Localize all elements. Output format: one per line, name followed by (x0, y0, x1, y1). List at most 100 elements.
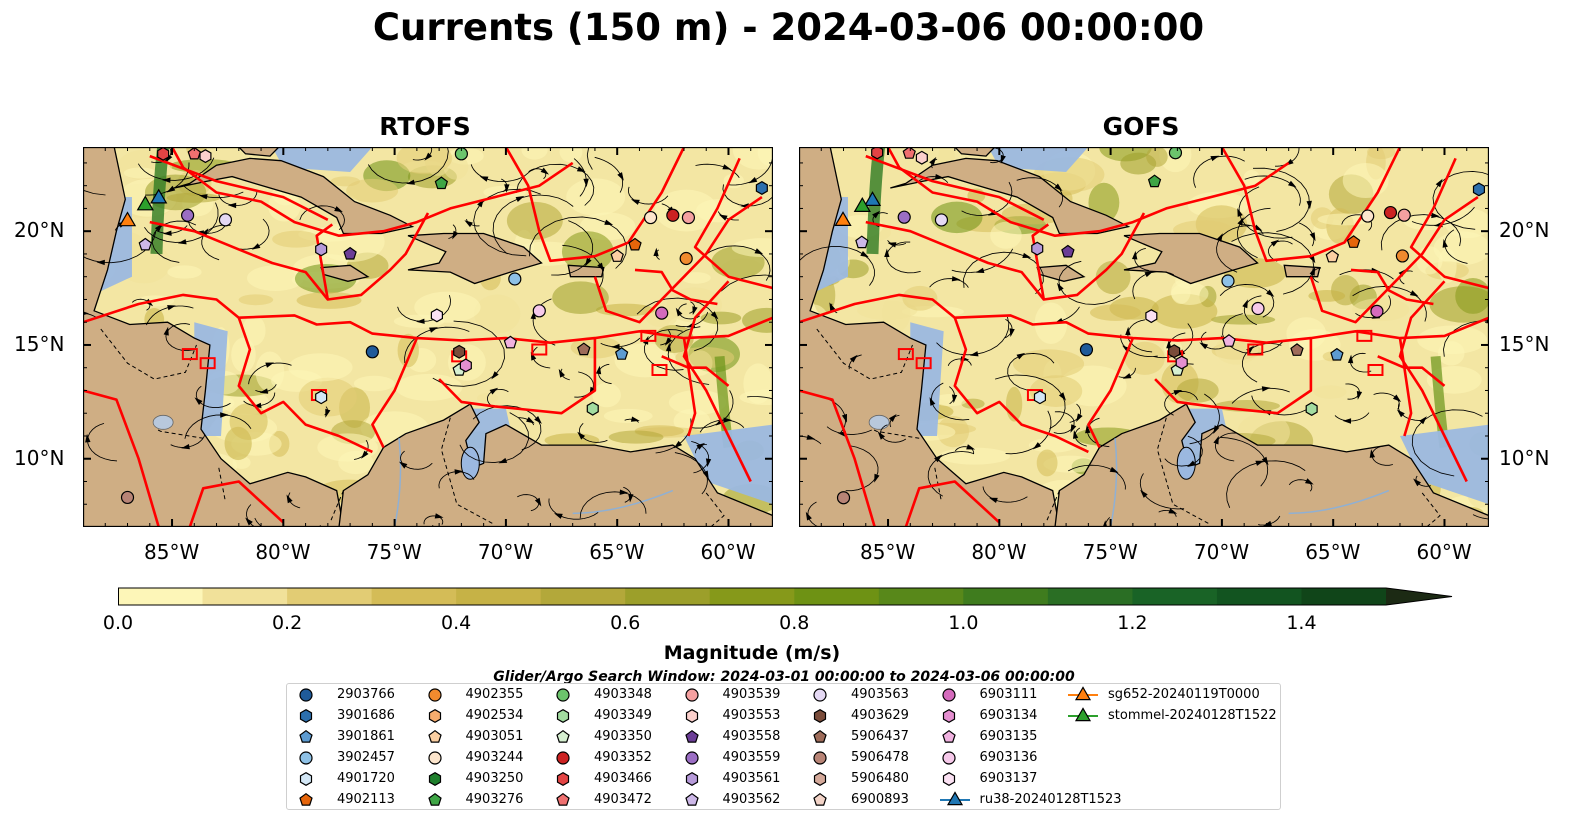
lat-tick-label: 20°N (1499, 218, 1550, 243)
legend-marker (556, 751, 570, 765)
legend-label: 5906478 (851, 750, 909, 765)
marker-4903561 (315, 242, 328, 257)
legend-marker (428, 709, 441, 723)
colorbar-segment (456, 588, 542, 605)
marker-6903135 (1222, 334, 1236, 347)
marker-4903553 (915, 150, 928, 165)
legend-label: 4903276 (465, 792, 524, 807)
marker-4902355 (679, 251, 693, 266)
marker-3901686 (1472, 182, 1486, 197)
marker-4903349 (586, 401, 599, 416)
map-gofs (799, 147, 1489, 527)
legend-label: 4903558 (722, 729, 781, 744)
colorbar-segment (963, 588, 1049, 605)
legend-marker (299, 792, 313, 806)
marker-4902113 (628, 237, 642, 251)
colorbar-segment (371, 588, 457, 605)
marker-4903559 (181, 208, 195, 222)
marker-6903111 (655, 306, 669, 320)
marker-2903766 (365, 345, 379, 359)
marker-4903563 (218, 213, 233, 227)
colorbar (118, 587, 1453, 606)
marker-3902457 (508, 272, 522, 286)
marker-4903276 (434, 176, 449, 190)
legend-marker (684, 751, 699, 765)
legend-label: 6903134 (979, 708, 1038, 723)
marker-6903111 (1370, 304, 1384, 318)
marker-6903136 (532, 304, 546, 318)
lon-tick-label: 85°W (860, 540, 916, 564)
marker-4902355 (1395, 249, 1410, 263)
legend-label: 4903553 (722, 708, 781, 723)
marker-6903137 (430, 308, 443, 323)
legend-marker (939, 791, 970, 806)
legend-label: stommel-20240128T1522 (1108, 708, 1277, 723)
figure-title: Currents (150 m) - 2024-03-06 00:00:00 (372, 6, 1205, 49)
legend-label: 2903766 (337, 687, 395, 702)
marker-4901720 (1033, 390, 1046, 405)
marker-4903472 (902, 147, 916, 159)
legend-label: 4903349 (594, 708, 652, 723)
panel-title-gofs: GOFS (1102, 112, 1180, 141)
colorbar-segment (625, 588, 711, 605)
legend-label: 4902534 (465, 708, 524, 723)
marker-stommel-20240128T1522 (136, 195, 154, 211)
marker-sg652-20240119T0000 (118, 211, 137, 227)
marker-4903558 (343, 246, 357, 260)
colorbar-segment (540, 588, 626, 605)
lon-tick-label: 75°W (366, 540, 422, 564)
marker-5906437 (1290, 343, 1304, 356)
legend-label: 6903137 (979, 771, 1038, 786)
legend-label: 4902355 (465, 687, 524, 702)
marker-6903134 (1175, 355, 1188, 370)
legend-marker (684, 729, 699, 743)
marker-6903136 (1251, 301, 1265, 316)
marker-ru38-20240128T1523 (863, 191, 882, 207)
legend-marker (299, 729, 313, 743)
lon-tick-label: 65°W (589, 540, 645, 564)
marker-3901861 (614, 347, 629, 360)
colorbar-tick-label: 0.2 (271, 612, 303, 634)
marker-6903137 (1145, 309, 1158, 324)
legend-label: 3901861 (337, 729, 395, 744)
marker-4903559 (897, 210, 911, 224)
legend-label: 4903051 (465, 729, 524, 744)
legend-marker (1068, 686, 1098, 701)
marker-4903629 (453, 344, 466, 359)
lat-tick-label: 15°N (14, 331, 65, 356)
marker-4903466 (157, 147, 170, 161)
colorbar-segment (1047, 588, 1133, 605)
marker-stommel-20240128T1522 (853, 196, 871, 213)
legend-label: 4901720 (337, 771, 395, 786)
marker-4903562 (138, 237, 153, 251)
colorbar-segment (202, 588, 288, 605)
marker-3902457 (1221, 274, 1235, 288)
legend-label: 4903244 (465, 750, 524, 765)
colorbar-segment (1132, 588, 1218, 605)
legend-label: 6903111 (979, 687, 1038, 702)
lon-tick-label: 60°W (1416, 540, 1472, 564)
legend-marker (299, 751, 313, 765)
legend-marker (427, 688, 442, 702)
marker-3901686 (755, 181, 768, 195)
marker-4903352 (1383, 205, 1398, 220)
lon-tick-label: 70°W (477, 540, 534, 564)
colorbar-segment (709, 588, 795, 605)
legend-label: 4903348 (594, 687, 652, 702)
marker-4903558 (1061, 244, 1075, 258)
legend-label: 4903350 (594, 729, 652, 744)
marker-4903553 (199, 149, 212, 164)
legend-label: 4903563 (851, 687, 909, 702)
colorbar-tick-label: 0.6 (610, 612, 641, 634)
legend-marker (813, 709, 827, 723)
legend-label: sg652-20240119T0000 (1108, 687, 1260, 702)
legend-label: 4903250 (465, 771, 524, 786)
colorbar-segment (1301, 588, 1387, 605)
legend-label: 3901686 (337, 708, 395, 723)
marker-4903561 (1031, 241, 1044, 256)
legend-label: 4902113 (337, 792, 395, 807)
marker-5906478 (120, 490, 135, 505)
marker-4903466 (871, 147, 884, 160)
map-rtofs (83, 147, 773, 527)
marker-6903135 (503, 335, 518, 349)
